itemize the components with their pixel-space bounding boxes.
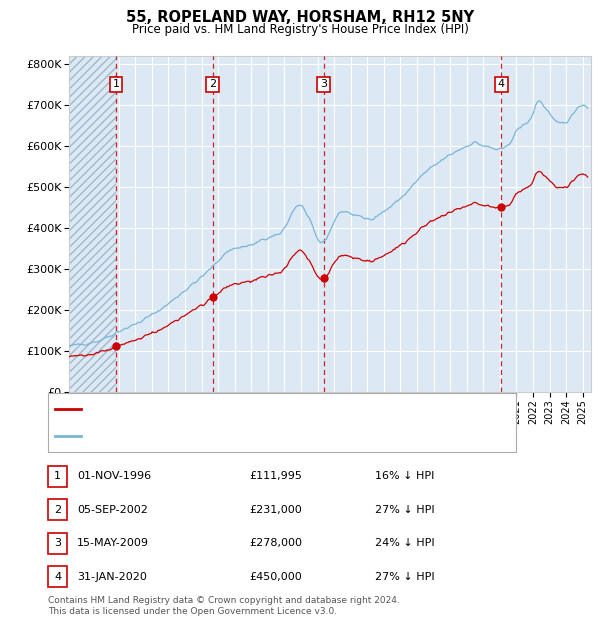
Text: Price paid vs. HM Land Registry's House Price Index (HPI): Price paid vs. HM Land Registry's House … [131,23,469,36]
Text: £278,000: £278,000 [249,538,302,548]
Text: 27% ↓ HPI: 27% ↓ HPI [375,572,434,582]
Text: 24% ↓ HPI: 24% ↓ HPI [375,538,434,548]
Text: £111,995: £111,995 [249,471,302,481]
Text: HPI: Average price, detached house, Horsham: HPI: Average price, detached house, Hors… [87,431,339,441]
Text: 15-MAY-2009: 15-MAY-2009 [77,538,149,548]
Text: £450,000: £450,000 [249,572,302,582]
Text: 1: 1 [112,79,119,89]
Text: 4: 4 [497,79,505,89]
Text: 3: 3 [54,538,61,548]
Text: 1: 1 [54,471,61,481]
Text: 2: 2 [54,505,61,515]
Text: 4: 4 [54,572,61,582]
Text: £231,000: £231,000 [249,505,302,515]
Text: 55, ROPELAND WAY, HORSHAM, RH12 5NY (detached house): 55, ROPELAND WAY, HORSHAM, RH12 5NY (det… [87,404,420,414]
Text: 01-NOV-1996: 01-NOV-1996 [77,471,151,481]
Text: 05-SEP-2002: 05-SEP-2002 [77,505,148,515]
Text: Contains HM Land Registry data © Crown copyright and database right 2024.
This d: Contains HM Land Registry data © Crown c… [48,596,400,616]
Bar [69,56,116,392]
Text: 2: 2 [209,79,217,89]
Text: 3: 3 [320,79,327,89]
Text: 27% ↓ HPI: 27% ↓ HPI [375,505,434,515]
Text: 55, ROPELAND WAY, HORSHAM, RH12 5NY: 55, ROPELAND WAY, HORSHAM, RH12 5NY [126,10,474,25]
Text: 31-JAN-2020: 31-JAN-2020 [77,572,146,582]
Text: 16% ↓ HPI: 16% ↓ HPI [375,471,434,481]
